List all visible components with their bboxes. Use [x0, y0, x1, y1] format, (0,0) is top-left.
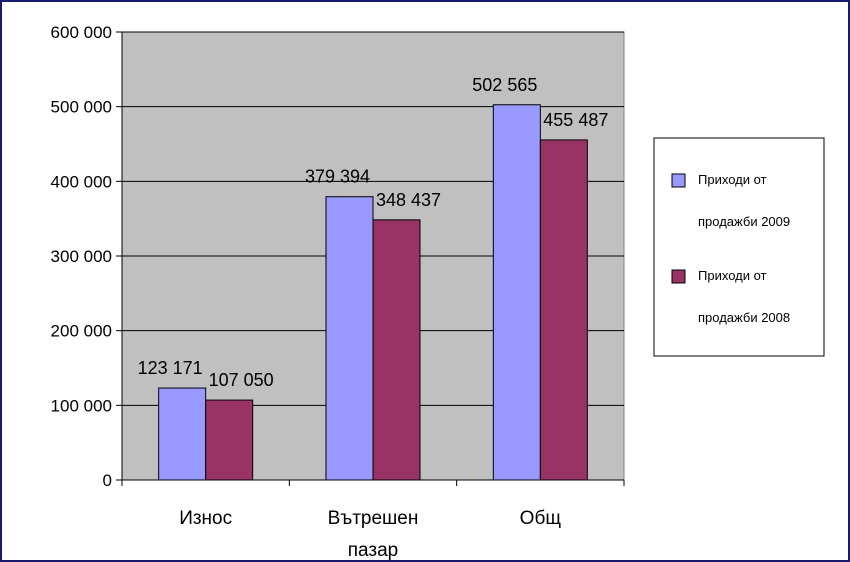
y-tick-label: 500 000: [51, 98, 112, 117]
legend-label: Приходи от: [698, 172, 767, 187]
bar-series-2009: [492, 104, 541, 481]
data-labels: 123 171 107 050 379 394 348 437 502 565 455 4…: [138, 75, 609, 390]
legend-label: продажби 2009: [698, 214, 790, 229]
data-label: 502 565: [472, 75, 537, 95]
bars: [158, 104, 588, 481]
y-tick-label: 600 000: [51, 23, 112, 42]
y-tick-label: 400 000: [51, 172, 112, 191]
legend-label: продажби 2008: [698, 310, 790, 325]
y-tick-label: 200 000: [51, 322, 112, 341]
legend-label: Приходи от: [698, 268, 767, 283]
y-tick-label: 300 000: [51, 247, 112, 266]
bar-series-2009: [325, 196, 374, 481]
x-category-label: пазар: [348, 540, 399, 560]
data-label: 107 050: [209, 370, 274, 390]
x-category-label: Вътрешен: [328, 508, 419, 529]
legend: Приходи от продажби 2009 Приходи от продажб…: [653, 137, 825, 357]
x-category-label: Износ: [179, 508, 232, 529]
data-label: 379 394: [305, 167, 370, 187]
data-label: 123 171: [138, 358, 203, 378]
data-label: 455 487: [543, 110, 608, 130]
bar-series-2008: [372, 219, 421, 481]
x-category-label: Общ: [520, 508, 562, 529]
legend-swatch: [671, 173, 686, 188]
y-tick-label: 100 000: [51, 396, 112, 415]
bar-series-2008: [539, 139, 588, 481]
bar-series-2009: [158, 387, 207, 481]
legend-swatch: [671, 269, 686, 284]
bar-series-2008: [205, 399, 254, 481]
data-label: 348 437: [376, 190, 441, 210]
y-tick-label: 0: [103, 471, 112, 490]
